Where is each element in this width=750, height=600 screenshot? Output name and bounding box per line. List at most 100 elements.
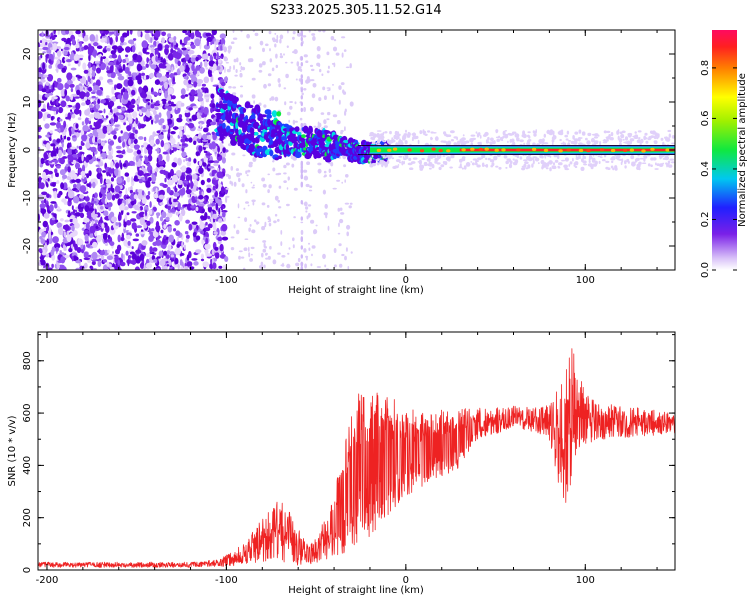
noise-speckle	[234, 74, 238, 77]
noise-speckle	[248, 46, 252, 50]
noise-speckle	[95, 79, 101, 87]
noise-speckle	[185, 174, 191, 182]
noise-speckle	[122, 87, 126, 93]
noise-speckle	[203, 150, 208, 154]
carrier-halo	[493, 155, 498, 161]
noise-speckle	[300, 36, 303, 42]
noise-speckle	[176, 197, 179, 200]
noise-speckle	[211, 249, 215, 256]
noise-speckle	[66, 234, 72, 243]
noise-speckle	[309, 185, 313, 188]
noise-speckle	[350, 251, 353, 254]
noise-speckle	[110, 183, 113, 192]
noise-speckle	[117, 259, 121, 266]
noise-speckle	[163, 163, 166, 168]
noise-speckle	[221, 223, 228, 232]
colorbar-label: Normalized spectral amplitude	[737, 73, 748, 227]
noise-speckle	[107, 183, 114, 188]
noise-speckle	[139, 262, 145, 270]
noise-speckle	[196, 79, 204, 84]
noise-speckle	[189, 266, 195, 270]
carrier-halo	[504, 130, 508, 132]
noise-speckle	[261, 252, 264, 258]
noise-speckle	[166, 264, 170, 267]
noise-speckle	[106, 95, 110, 99]
noise-speckle	[242, 154, 246, 157]
noise-speckle	[125, 220, 132, 226]
noise-speckle	[168, 53, 174, 61]
noise-speckle	[308, 212, 311, 218]
noise-speckle	[293, 49, 298, 55]
noise-speckle	[159, 216, 164, 222]
noise-speckle	[84, 205, 90, 211]
noise-speckle	[333, 264, 337, 268]
noise-speckle	[109, 31, 115, 35]
noise-speckle	[167, 118, 173, 125]
noise-speckle	[45, 142, 51, 151]
noise-speckle	[143, 264, 146, 270]
noise-speckle	[349, 63, 352, 69]
carrier-halo	[554, 159, 559, 163]
noise-speckle	[248, 227, 251, 232]
noise-speckle	[56, 172, 59, 177]
noise-speckle	[190, 205, 196, 209]
noise-speckle	[238, 177, 241, 183]
noise-speckle	[213, 160, 220, 164]
noise-speckle	[101, 37, 106, 42]
noise-speckle	[81, 121, 85, 126]
noise-speckle	[38, 135, 42, 139]
noise-speckle	[120, 162, 123, 170]
noise-speckle	[198, 132, 202, 140]
noise-speckle	[203, 60, 208, 68]
noise-speckle	[49, 122, 57, 126]
spectrogram-marks	[38, 30, 675, 270]
noise-speckle	[198, 107, 202, 111]
noise-speckle	[195, 56, 199, 62]
noise-speckle	[104, 204, 111, 208]
carrier-halo	[522, 130, 526, 136]
noise-speckle	[305, 206, 309, 210]
noise-speckle	[96, 67, 101, 74]
carrier-halo	[601, 159, 606, 162]
noise-speckle	[160, 65, 167, 69]
noise-speckle	[200, 258, 205, 262]
carrier-blob	[271, 110, 278, 118]
noise-speckle	[63, 231, 67, 238]
noise-speckle	[161, 129, 167, 133]
noise-speckle	[41, 191, 48, 196]
noise-speckle	[130, 98, 136, 105]
carrier-peak	[622, 148, 628, 152]
noise-speckle	[138, 136, 144, 140]
noise-speckle	[106, 261, 110, 267]
carrier-halo	[381, 164, 384, 168]
noise-speckle	[238, 255, 241, 260]
noise-speckle	[201, 83, 206, 87]
noise-speckle	[287, 176, 290, 181]
noise-speckle	[75, 212, 81, 217]
noise-speckle	[317, 121, 320, 127]
carrier-halo	[620, 161, 623, 166]
noise-speckle	[51, 263, 54, 268]
carrier-blob	[277, 122, 282, 126]
noise-speckle	[117, 234, 121, 243]
noise-speckle	[107, 154, 114, 160]
carrier-blob	[218, 89, 225, 93]
carrier-halo	[636, 166, 640, 171]
noise-speckle	[221, 157, 226, 164]
noise-speckle	[190, 30, 194, 34]
noise-speckle	[178, 114, 183, 119]
noise-speckle	[171, 95, 176, 100]
noise-speckle	[287, 252, 290, 255]
noise-speckle	[349, 202, 353, 205]
noise-speckle	[173, 36, 177, 41]
noise-speckle	[344, 179, 347, 183]
noise-speckle	[143, 75, 147, 80]
noise-speckle	[178, 130, 183, 137]
noise-speckle	[74, 162, 81, 169]
noise-speckle	[344, 202, 350, 205]
noise-speckle	[181, 47, 187, 51]
noise-speckle	[300, 165, 303, 170]
carrier-halo	[376, 133, 381, 138]
carrier-halo	[403, 156, 405, 159]
carrier-halo	[574, 165, 578, 169]
